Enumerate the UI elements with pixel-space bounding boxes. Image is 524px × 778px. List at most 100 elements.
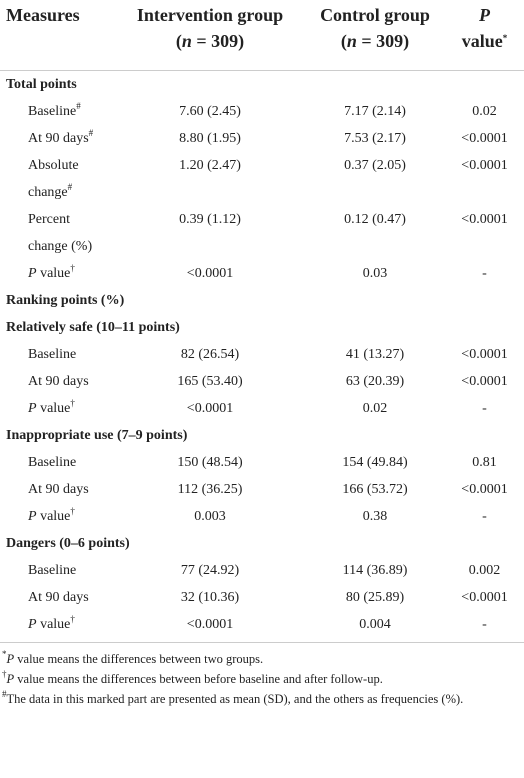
text: The data in this marked part are present… (6, 692, 464, 706)
text: = 309) (191, 31, 245, 51)
value-cell: 112 (36.25) (177, 482, 243, 497)
text: Absolute change (28, 158, 79, 200)
row-label: P value† (0, 611, 115, 643)
value-cell: 0.02 (472, 104, 497, 119)
value-cell: 77 (24.92) (180, 563, 240, 578)
text: value (36, 266, 71, 281)
value-cell: 7.53 (2.17) (344, 131, 406, 146)
value-cell: <0.0001 (115, 611, 305, 643)
text: At 90 days (28, 590, 89, 605)
header-line: Control group (309, 2, 441, 28)
text: At 90 days (28, 482, 89, 497)
footnote: †P value means the differences between b… (2, 669, 518, 689)
data-row: Baseline 150 (48.54) 154 (49.84) 0.81 (0, 449, 524, 476)
data-row: Baseline 82 (26.54) 41 (13.27) <0.0001 (0, 341, 524, 368)
value-cell: 41 (13.27) (345, 347, 405, 362)
data-row: P value† <0.0001 0.03 - (0, 260, 524, 287)
section-row: Ranking points (%) (0, 287, 524, 314)
footnotes: *P value means the differences between t… (0, 643, 524, 709)
superscript: † (70, 614, 75, 624)
value-cell: 8.80 (1.95) (179, 131, 241, 146)
row-label: Baseline (0, 557, 115, 584)
footnote: #The data in this marked part are presen… (2, 689, 518, 709)
row-label: Baseline# (0, 98, 115, 125)
value-cell: <0.0001 (461, 374, 508, 389)
superscript: † (70, 506, 75, 516)
value-cell: 82 (26.54) (180, 347, 240, 362)
superscript: # (67, 182, 73, 192)
value-cell: 63 (20.39) (345, 374, 405, 389)
value-cell: 7.60 (2.45) (179, 104, 241, 119)
section-label: Dangers (0–6 points) (0, 530, 524, 557)
header-line: Measures (6, 2, 111, 28)
value-cell: <0.0001 (461, 158, 508, 173)
superscript: † (70, 398, 75, 408)
value-cell: 0.002 (468, 563, 501, 578)
text: value (36, 401, 71, 416)
value-cell: <0.0001 (186, 401, 234, 416)
text: Ranking points (%) (6, 293, 125, 308)
text: value (461, 31, 503, 51)
superscript: * (502, 33, 508, 43)
value-cell: 0.03 (362, 266, 388, 281)
text: Percent change (%) (28, 212, 93, 254)
header-cell: Intervention group (n = 309) (115, 0, 305, 71)
text: n (181, 31, 192, 51)
header-row: Measures Intervention group (n = 309) Contr… (0, 0, 524, 71)
text: n (346, 31, 357, 51)
value-cell: 0.39 (1.12) (179, 212, 241, 227)
row-label: P value† (0, 395, 115, 422)
section-label: Inappropriate use (7–9 points) (0, 422, 524, 449)
section-label: Relatively safe (10–11 points) (0, 314, 524, 341)
text: P (28, 617, 37, 632)
header-line: P (449, 2, 520, 28)
value-cell: 0.003 (194, 509, 226, 524)
text: value (36, 617, 71, 632)
text: ( (175, 31, 182, 51)
section-label: Total points (0, 71, 524, 99)
text: Dangers (0–6 points) (6, 536, 130, 551)
value-cell: 7.17 (2.14) (344, 104, 406, 119)
data-row: Baseline# 7.60 (2.45) 7.17 (2.14) 0.02 (0, 98, 524, 125)
superscript: # (76, 101, 81, 111)
value-cell: - (482, 401, 487, 416)
section-row: Inappropriate use (7–9 points) (0, 422, 524, 449)
text: Total points (6, 77, 77, 92)
footnote: *P value means the differences between t… (2, 649, 518, 669)
value-cell: 165 (53.40) (177, 374, 243, 389)
value-cell: - (482, 266, 487, 281)
value-cell: 0.02 (362, 401, 388, 416)
row-label: At 90 days (0, 368, 115, 395)
row-label: At 90 days# (0, 125, 115, 152)
text: Relatively safe (10–11 points) (6, 320, 180, 335)
header-line: (n = 309) (309, 28, 441, 54)
text: value means the differences between two … (14, 652, 264, 666)
text: P (28, 401, 37, 416)
row-label: P value† (0, 260, 115, 287)
value-cell: - (482, 509, 487, 524)
row-label: Baseline (0, 341, 115, 368)
row-label: Absolute change# (0, 152, 115, 206)
data-row: Percent change (%) 0.39 (1.12) 0.12 (0.47)… (0, 206, 524, 260)
section-row: Total points (0, 71, 524, 99)
data-row: Absolute change# 1.20 (2.47) 0.37 (2.05) <0… (0, 152, 524, 206)
value-cell: 1.20 (2.47) (179, 158, 241, 173)
superscript: # (2, 689, 7, 699)
text: P (6, 652, 15, 666)
value-cell: 0.38 (362, 509, 388, 524)
value-cell: <0.0001 (461, 590, 508, 605)
section-row: Dangers (0–6 points) (0, 530, 524, 557)
value-cell: 154 (49.84) (342, 455, 408, 470)
table-body: Total points Baseline# 7.60 (2.45) 7.17 (2.… (0, 71, 524, 643)
text: Baseline (28, 455, 77, 470)
text: = 309) (356, 31, 410, 51)
superscript: # (88, 128, 94, 138)
value-cell: 0.81 (472, 455, 497, 470)
superscript: † (70, 263, 75, 273)
text: Baseline (28, 563, 77, 578)
data-table: Measures Intervention group (n = 309) Contr… (0, 0, 524, 643)
value-cell: 32 (10.36) (180, 590, 240, 605)
value-cell: 80 (25.89) (345, 590, 405, 605)
header-cell: Control group (n = 309) (305, 0, 445, 71)
value-cell: 0.37 (2.05) (344, 158, 406, 173)
